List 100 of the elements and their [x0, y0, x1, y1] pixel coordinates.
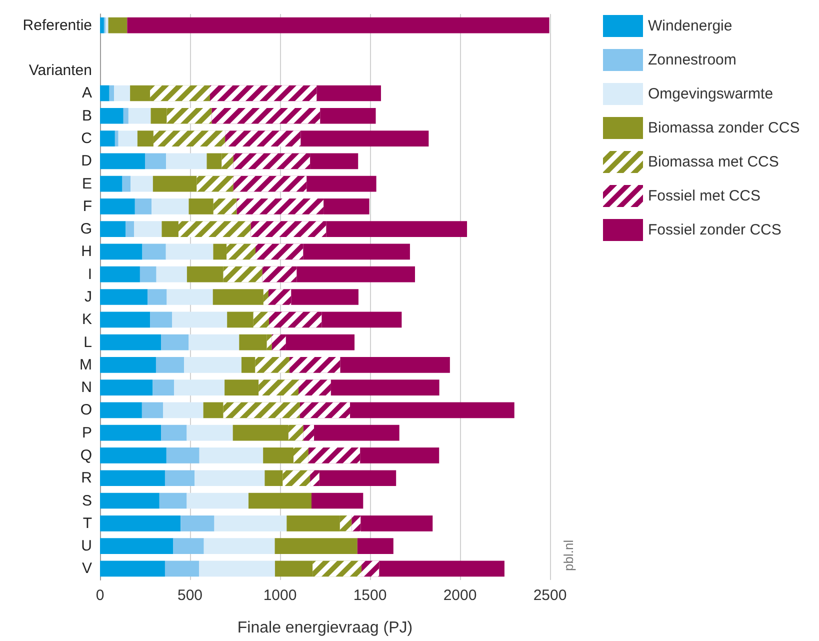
- x-axis-title: Finale energievraag (PJ): [237, 620, 413, 636]
- bar: [188, 334, 240, 350]
- legend-label: Fossiel zonder CCS: [648, 222, 782, 238]
- bar: [100, 515, 181, 532]
- bar: [274, 538, 358, 554]
- bar: [166, 448, 200, 464]
- bar: [188, 198, 214, 214]
- bar: [263, 448, 294, 464]
- bar: [324, 198, 370, 214]
- bar: [100, 176, 122, 192]
- bar: [100, 221, 126, 238]
- bar: [166, 153, 207, 170]
- y-tick-label: R: [81, 470, 92, 487]
- bar: [340, 356, 450, 373]
- bar: [184, 356, 242, 373]
- bar: [156, 356, 184, 373]
- x-tick-label: 2500: [533, 587, 567, 604]
- y-tick-label: E: [82, 175, 92, 192]
- bar: [163, 402, 204, 418]
- bar: [130, 176, 153, 192]
- bar: [100, 244, 142, 260]
- bar: [166, 244, 214, 260]
- bar: [199, 560, 275, 577]
- bar: [100, 312, 150, 328]
- bar: [360, 515, 433, 532]
- bar: [126, 221, 134, 238]
- y-tick-label: Referentie: [22, 16, 92, 34]
- bar: [142, 402, 163, 418]
- y-tick-label: B: [82, 107, 92, 124]
- bar: [173, 538, 204, 554]
- bar: [148, 289, 167, 305]
- bar: [194, 470, 265, 486]
- bar: [164, 560, 199, 577]
- bar: [118, 130, 138, 146]
- bar: [306, 176, 376, 192]
- bar: [174, 380, 225, 396]
- y-tick-label: O: [80, 402, 92, 419]
- bar: [199, 448, 264, 464]
- x-tick-label: 2000: [443, 587, 477, 604]
- y-tick-label: Varianten: [28, 62, 92, 80]
- bar: [114, 130, 118, 146]
- bar: [330, 380, 440, 396]
- bar: [166, 289, 213, 305]
- bar: [379, 560, 504, 577]
- bar: [312, 492, 364, 509]
- bar: [161, 424, 187, 441]
- bar: [100, 560, 165, 577]
- bar: [108, 17, 128, 34]
- y-tick-label: P: [82, 424, 92, 442]
- bar: [227, 312, 254, 328]
- bar: [134, 221, 162, 238]
- y-tick-label: H: [81, 243, 92, 260]
- y-tick-label: S: [82, 492, 92, 510]
- bar: [150, 312, 172, 328]
- bar: [122, 176, 131, 192]
- y-tick-label: K: [82, 311, 92, 328]
- bar: [213, 244, 227, 260]
- bar: [100, 130, 115, 146]
- bar: [100, 289, 148, 305]
- bar: [248, 492, 312, 509]
- bar: [357, 538, 394, 554]
- y-tick-label: C: [81, 130, 92, 148]
- bar: [100, 448, 166, 464]
- bar: [152, 176, 197, 192]
- bar: [109, 85, 114, 102]
- bar: [100, 424, 162, 441]
- bar: [286, 334, 355, 350]
- bar: [130, 85, 150, 102]
- bar: [224, 380, 259, 396]
- x-tick-label: 1000: [263, 587, 297, 604]
- bar: [114, 85, 130, 102]
- bar: [286, 515, 340, 532]
- bar: [100, 380, 153, 396]
- y-tick-label: I: [88, 266, 92, 283]
- y-tick-label: F: [82, 198, 92, 215]
- bar: [320, 108, 376, 124]
- bar: [310, 153, 358, 170]
- bar: [186, 492, 248, 509]
- y-tick-label: D: [81, 152, 92, 170]
- bar: [204, 538, 275, 554]
- bar: [100, 492, 160, 509]
- legend-label: Fossiel met CCS: [648, 188, 761, 204]
- bar: [203, 402, 224, 418]
- bar: [326, 221, 468, 238]
- bar: [186, 266, 224, 282]
- text: pbl.nl: [561, 540, 576, 571]
- bar: [106, 17, 108, 34]
- bar: [300, 130, 429, 146]
- y-tick-label: M: [80, 356, 92, 374]
- bar: [264, 470, 283, 486]
- y-tick-label: N: [81, 379, 92, 396]
- bar: [100, 470, 165, 486]
- y-tick-label: L: [84, 334, 92, 351]
- bar: [303, 244, 410, 260]
- bar: [100, 402, 142, 418]
- bar: [212, 289, 264, 305]
- legend-label: Biomassa met CCS: [648, 154, 779, 170]
- legend-label: Omgevingswarmte: [648, 86, 774, 102]
- bar: [350, 402, 514, 418]
- bar: [123, 108, 128, 124]
